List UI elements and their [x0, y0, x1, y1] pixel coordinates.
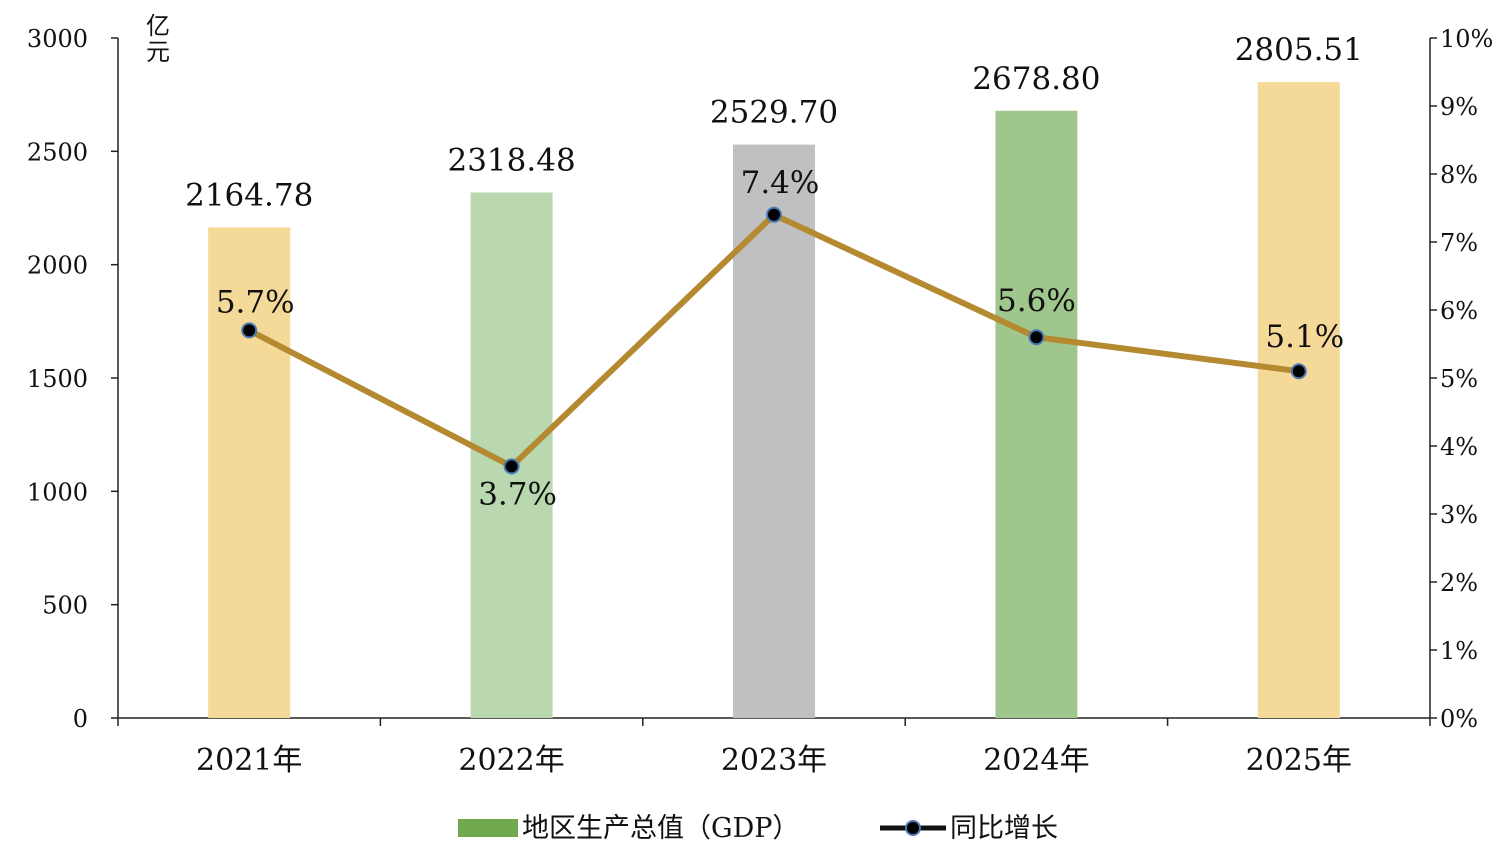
right-tick-label: 9% — [1440, 93, 1478, 121]
legend-gdp-label: 地区生产总值（GDP） — [522, 813, 799, 844]
legend-gdp-swatch — [458, 819, 518, 837]
growth-line-group — [241, 206, 1307, 475]
gdp-bar — [1257, 82, 1340, 718]
right-tick-label: 1% — [1440, 637, 1478, 665]
x-category-label: 2025年 — [1246, 743, 1352, 778]
right-tick-label: 4% — [1440, 433, 1478, 461]
right-tick-label: 10% — [1440, 25, 1493, 53]
growth-value-label: 3.7% — [478, 476, 557, 512]
left-tick-label: 2500 — [27, 138, 88, 166]
growth-marker — [766, 206, 782, 223]
legend-growth-marker — [905, 820, 921, 836]
growth-value-label: 5.6% — [997, 283, 1076, 319]
x-category-label: 2021年 — [196, 743, 302, 778]
right-tick-label: 7% — [1440, 229, 1478, 257]
left-tick-label: 1000 — [27, 478, 88, 506]
gdp-bar — [208, 227, 291, 718]
growth-value-label: 5.7% — [216, 284, 295, 320]
bars — [208, 82, 1340, 719]
right-tick-label: 5% — [1440, 365, 1478, 393]
legend: 地区生产总值（GDP） 同比增长 — [458, 813, 1058, 844]
growth-marker — [241, 322, 258, 339]
y-unit-label: 亿元 — [146, 12, 170, 66]
x-category-label: 2023年 — [721, 743, 827, 778]
data-labels: 2164.78 2318.48 2529.70 2678.80 2805.51 5.7% 3… — [185, 32, 1363, 512]
left-tick-label: 1500 — [27, 365, 88, 393]
right-tick-label: 0% — [1440, 705, 1478, 733]
right-tick-label: 8% — [1440, 161, 1478, 189]
growth-value-label: 7.4% — [741, 165, 820, 201]
growth-marker — [503, 458, 520, 475]
gdp-value-label: 2678.80 — [972, 61, 1100, 97]
left-tick-label: 2000 — [27, 252, 88, 280]
gdp-value-label: 2164.78 — [185, 177, 313, 213]
gdp-bar — [995, 110, 1078, 718]
right-tick-label: 2% — [1440, 569, 1478, 597]
left-tick-label: 500 — [42, 592, 88, 620]
left-tick-label: 0 — [73, 705, 88, 733]
legend-growth-label: 同比增长 — [950, 813, 1058, 844]
x-category-label: 2022年 — [458, 743, 564, 778]
gdp-bar — [470, 192, 553, 719]
growth-marker — [1290, 363, 1307, 380]
right-tick-label: 6% — [1440, 297, 1478, 325]
x-category-label: 2024年 — [983, 743, 1089, 778]
right-tick-label: 3% — [1440, 501, 1478, 529]
gdp-value-label: 2805.51 — [1235, 32, 1363, 68]
gdp-value-label: 2529.70 — [710, 95, 838, 131]
axes: 0 500 1000 1500 2000 2500 3000 0% 1% 2% 3% 4% 5% 6% 7%… — [27, 12, 1493, 778]
growth-value-label: 5.1% — [1265, 319, 1344, 355]
growth-marker — [1028, 329, 1045, 346]
left-tick-label: 3000 — [27, 25, 88, 53]
gdp-value-label: 2318.48 — [447, 142, 575, 178]
